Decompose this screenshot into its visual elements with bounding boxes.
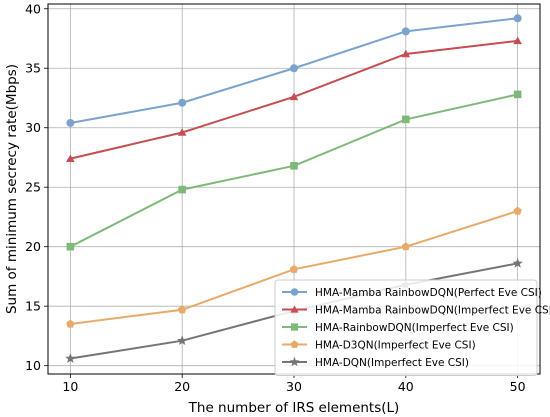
triangle-marker [289,92,299,101]
x-tick-label: 20 [174,379,190,394]
triangle-marker [513,36,522,45]
pentagon-marker [290,340,299,348]
y-tick-label: 15 [25,299,41,314]
series-4 [66,206,522,328]
legend-item: HMA-D3QN(Imperfect Eve CSI) [282,340,476,352]
star-marker [289,356,300,367]
x-axis-title: The number of IRS elements(L) [188,400,400,416]
y-axis-title: Sum of minimum secrecy rate(Mbps) [4,64,20,314]
y-tick-label: 30 [25,120,41,135]
circle-marker [513,14,522,23]
legend-box [274,279,538,376]
legend-item: HMA-Mamba RainbowDQN(Perfect Eve CSI) [282,287,542,299]
square-marker [513,90,522,99]
ticks-layer: 10 20 30 40 50 10 15 20 25 30 35 40 [25,1,526,394]
legend-item: HMA-RainbowDQN(Imperfect Eve CSI) [282,322,514,334]
square-marker [402,115,410,124]
x-tick-label: 50 [510,379,526,394]
y-tick-label: 20 [25,239,41,254]
square-marker [66,242,75,251]
square-marker [290,162,298,170]
square-marker [178,185,186,194]
circle-marker [401,27,410,36]
legend-label: HMA-Mamba RainbowDQN(Imperfect Eve CSI) [315,305,550,317]
legend-label: HMA-DQN(Imperfect Eve CSI) [315,357,469,369]
y-tick-label: 40 [25,1,41,16]
legend-item: HMA-Mamba RainbowDQN(Imperfect Eve CSI) [282,305,550,317]
circle-marker [178,98,187,107]
star-marker [512,257,523,268]
triangle-marker [290,305,299,313]
x-tick-label: 30 [286,379,302,394]
square-marker [290,323,299,331]
pentagon-marker [289,264,299,273]
series-layer [65,14,523,363]
circle-marker [66,118,75,127]
legend-label: HMA-RainbowDQN(Imperfect Eve CSI) [315,322,514,334]
pentagon-marker [401,242,410,251]
series-1 [66,14,522,127]
circle-marker [290,288,299,296]
y-tick-label: 10 [25,358,41,373]
y-tick-label: 35 [25,61,41,76]
star-marker [177,335,188,346]
star-marker [65,353,76,363]
legend: HMA-Mamba RainbowDQN(Perfect Eve CSI) HMA… [274,279,550,376]
legend-label: HMA-D3QN(Imperfect Eve CSI) [315,340,476,352]
triangle-marker [66,154,75,162]
pentagon-marker [178,305,187,314]
x-tick-label: 40 [398,379,414,394]
series-2 [66,36,522,162]
y-tick-label: 25 [25,180,41,195]
legend-label: HMA-Mamba RainbowDQN(Perfect Eve CSI) [315,287,542,299]
x-tick-label: 10 [62,379,78,394]
pentagon-marker [66,319,75,328]
pentagon-marker [513,206,522,215]
series-3 [66,90,522,251]
legend-item: HMA-DQN(Imperfect Eve CSI) [282,356,469,369]
circle-marker [290,64,298,73]
triangle-marker [401,49,411,58]
triangle-marker [177,128,187,136]
